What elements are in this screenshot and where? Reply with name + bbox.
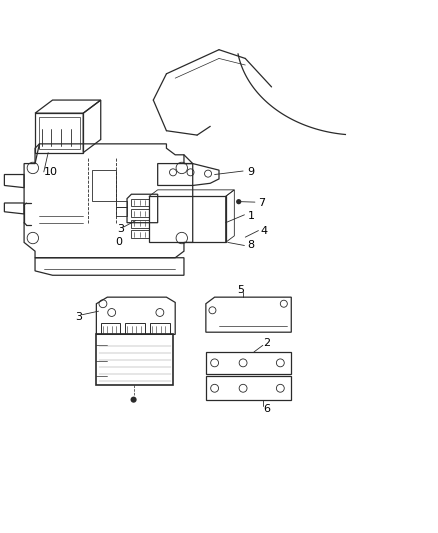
Bar bbox=[39, 117, 80, 149]
Circle shape bbox=[236, 199, 241, 204]
Text: 7: 7 bbox=[258, 198, 265, 208]
Text: 3: 3 bbox=[117, 224, 124, 235]
Text: 4: 4 bbox=[261, 227, 268, 237]
Text: 10: 10 bbox=[43, 167, 57, 177]
Text: 8: 8 bbox=[247, 240, 254, 251]
Text: 1: 1 bbox=[247, 211, 254, 221]
Text: 5: 5 bbox=[237, 285, 244, 295]
Text: 9: 9 bbox=[247, 167, 254, 177]
Text: 6: 6 bbox=[263, 404, 270, 414]
Text: 3: 3 bbox=[75, 312, 82, 322]
Text: 2: 2 bbox=[263, 338, 270, 348]
Text: 0: 0 bbox=[115, 237, 122, 247]
Circle shape bbox=[131, 397, 137, 403]
